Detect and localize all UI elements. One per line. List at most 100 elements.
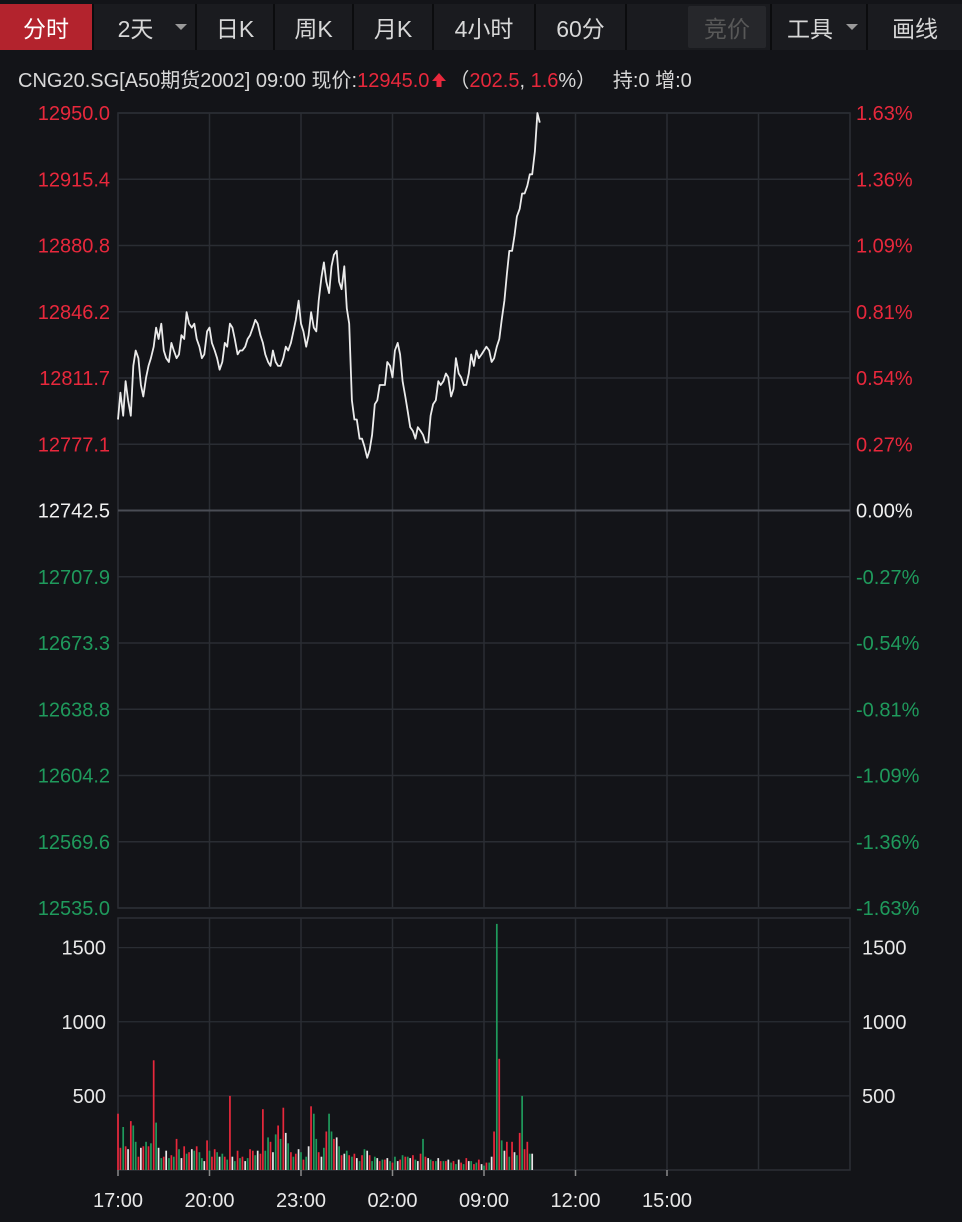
y-axis-left-tick: 12707.9 — [38, 567, 110, 589]
volume-bar — [325, 1131, 328, 1170]
x-axis-tick: 17:00 — [93, 1190, 143, 1212]
y-axis-left-tick: 12604.2 — [38, 766, 110, 788]
volume-bar — [251, 1150, 254, 1170]
volume-bar — [455, 1164, 457, 1170]
volume-bar — [279, 1138, 282, 1170]
volume-bar — [213, 1149, 216, 1170]
y-axis-left-tick: 12811.7 — [39, 368, 110, 390]
volume-bar — [226, 1159, 229, 1170]
draw-label: 画线 — [892, 16, 938, 42]
volume-bar — [203, 1161, 206, 1170]
volume-bar — [483, 1165, 485, 1170]
tab-4hour[interactable]: 4小时 — [434, 4, 536, 50]
volume-bar — [152, 1060, 155, 1170]
volume-bar — [384, 1159, 386, 1170]
y-axis-right-tick: -1.09% — [856, 766, 920, 788]
volume-bar — [231, 1156, 234, 1170]
tab-label: 4小时 — [454, 16, 514, 42]
tab-intraday[interactable]: 分时 — [0, 4, 94, 50]
y-axis-left-tick: 12638.8 — [38, 699, 110, 721]
volume-bar — [216, 1152, 218, 1170]
volume-bar — [241, 1156, 244, 1170]
change-separator: , — [519, 70, 526, 92]
volume-bar — [193, 1150, 196, 1170]
volume-bar — [290, 1152, 292, 1170]
auction-button[interactable]: 竞价 — [684, 4, 772, 50]
volume-bar — [269, 1141, 272, 1170]
volume-bar — [516, 1155, 518, 1170]
tab-2day[interactable]: 2天 — [94, 4, 197, 50]
volume-bar — [188, 1152, 190, 1170]
volume-bar — [175, 1138, 178, 1170]
volume-bar — [170, 1155, 173, 1170]
volume-bar — [236, 1150, 239, 1170]
tab-label: 60分 — [556, 16, 605, 42]
volume-bar — [272, 1152, 274, 1170]
volume-bar — [155, 1122, 157, 1170]
volume-bar — [427, 1158, 430, 1170]
price-line — [117, 112, 541, 459]
volume-axis-right-tick: 1500 — [862, 938, 907, 960]
volume-bar — [264, 1150, 267, 1170]
toolbar: 分时 2天 日K 周K 月K 4小时 60分 竞价 工具 画线 — [0, 4, 962, 50]
y-axis-right-tick: 0.27% — [856, 434, 913, 456]
volume-bar — [249, 1149, 251, 1170]
y-axis-right-tick: 1.09% — [856, 236, 913, 258]
tab-weekly-k[interactable]: 周K — [275, 4, 354, 50]
volume-bar — [119, 1147, 122, 1170]
volume-bar — [465, 1158, 468, 1170]
auction-label: 竞价 — [688, 6, 766, 48]
volume-bar — [328, 1113, 330, 1170]
volume-bar — [211, 1156, 213, 1170]
volume-bar — [134, 1141, 137, 1170]
tab-60min[interactable]: 60分 — [536, 4, 627, 50]
volume-bar — [477, 1159, 480, 1170]
volume-axis-right-tick: 500 — [862, 1086, 895, 1108]
tools-label: 工具 — [787, 16, 833, 42]
volume-bar — [475, 1162, 478, 1170]
volume-axis-left-tick: 500 — [73, 1086, 106, 1108]
volume-bar — [315, 1138, 318, 1170]
volume-bar — [338, 1146, 340, 1170]
volume-bar — [198, 1152, 201, 1170]
volume-bar — [381, 1159, 384, 1170]
y-axis-right-tick: -0.54% — [856, 633, 920, 655]
volume-bar — [333, 1138, 335, 1170]
tab-daily-k[interactable]: 日K — [197, 4, 275, 50]
volume-bar — [208, 1150, 211, 1170]
volume-bar — [437, 1158, 440, 1170]
y-axis-left-tick: 12915.4 — [38, 169, 110, 191]
y-axis-left-tick: 12880.8 — [38, 236, 110, 258]
x-axis-tick: 20:00 — [184, 1190, 234, 1212]
volume-bar — [462, 1164, 465, 1170]
volume-bar — [442, 1161, 445, 1170]
x-axis-tick: 02:00 — [367, 1190, 417, 1212]
volume-bar — [450, 1162, 452, 1170]
volume-bar — [386, 1158, 389, 1170]
volume-bar — [432, 1161, 434, 1170]
volume-bar — [137, 1156, 140, 1170]
volume-bar — [239, 1158, 241, 1170]
change-open-paren: （ — [449, 70, 470, 92]
up-arrow-icon — [432, 73, 447, 87]
volume-bar — [310, 1106, 312, 1170]
draw-line-button[interactable]: 画线 — [868, 4, 962, 50]
volume-bar — [292, 1156, 295, 1170]
tab-monthly-k[interactable]: 月K — [354, 4, 434, 50]
volume-bar — [419, 1153, 422, 1170]
volume-bar — [132, 1125, 135, 1170]
volume-bar — [358, 1161, 361, 1170]
current-price: 12945.0 — [357, 70, 430, 92]
y-axis-left-tick: 12742.5 — [38, 501, 110, 523]
tab-label: 月K — [373, 16, 413, 42]
volume-bar — [274, 1134, 277, 1170]
volume-bar — [351, 1156, 353, 1170]
volume-bar — [523, 1149, 526, 1170]
chevron-down-icon — [846, 24, 858, 30]
volume-bar — [302, 1159, 305, 1170]
tools-menu[interactable]: 工具 — [772, 4, 868, 50]
volume-bar — [406, 1156, 409, 1170]
volume-axis-left-tick: 1500 — [62, 938, 107, 960]
volume-bar — [518, 1132, 521, 1170]
